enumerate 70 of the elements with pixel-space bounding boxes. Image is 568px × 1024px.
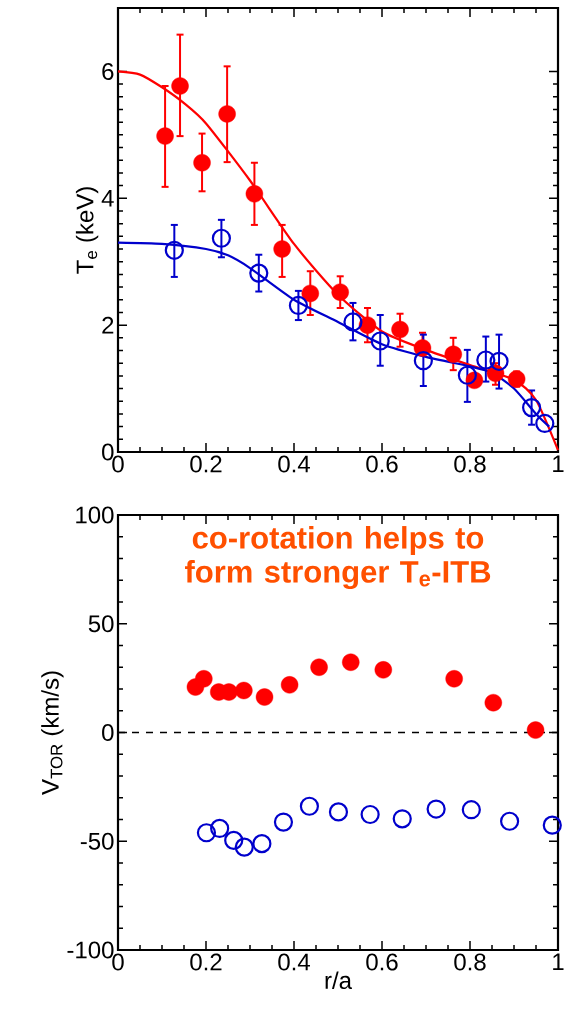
point — [522, 397, 542, 418]
point — [535, 413, 555, 434]
point — [360, 804, 380, 825]
point — [391, 320, 409, 339]
x-tick-label: 0.4 — [278, 455, 310, 473]
point — [196, 823, 217, 843]
point — [370, 331, 390, 351]
point — [218, 105, 236, 123]
point — [343, 312, 363, 332]
point — [342, 653, 360, 671]
point — [374, 661, 393, 679]
point — [489, 351, 509, 371]
point — [500, 811, 520, 831]
x-tick-label: 0.6 — [366, 953, 398, 971]
point — [273, 812, 294, 832]
y-tick-label: 0 — [102, 443, 114, 461]
y-tick-label: 2 — [102, 316, 114, 334]
point — [457, 365, 477, 385]
point — [444, 345, 462, 364]
y-tick-label: 6 — [102, 62, 114, 80]
point — [211, 228, 231, 248]
point — [542, 815, 562, 835]
point — [273, 240, 291, 258]
point — [328, 802, 349, 822]
annotation: co-rotation helps to form stronger T$_{e}$-ITB — [185, 526, 491, 590]
x-axis-title: r/a — [325, 971, 353, 990]
y-axis-title: T$_{e}$ (keV) — [75, 187, 99, 274]
point — [445, 670, 463, 688]
y-tick-label: -50 — [80, 832, 114, 850]
point — [301, 284, 319, 303]
point — [299, 796, 319, 816]
y-tick-label: 0 — [102, 724, 114, 741]
point — [235, 681, 253, 700]
x-tick-label: 1 — [553, 455, 564, 473]
x-tick-label: 1 — [553, 953, 564, 971]
point — [310, 658, 328, 676]
x-tick-label: 0.6 — [366, 455, 398, 473]
point — [461, 800, 481, 820]
point — [156, 127, 174, 145]
point — [245, 185, 264, 203]
point — [249, 263, 269, 283]
point — [413, 351, 433, 371]
point — [210, 818, 230, 839]
point — [164, 240, 184, 260]
point — [195, 670, 213, 688]
point — [255, 688, 274, 706]
point — [288, 295, 308, 316]
point — [193, 154, 211, 172]
point — [171, 77, 189, 95]
point — [224, 830, 244, 850]
point — [392, 809, 412, 829]
point — [358, 316, 377, 334]
y-tick-label: -100 — [67, 941, 114, 959]
point — [331, 283, 349, 301]
point — [280, 676, 299, 694]
point — [476, 350, 496, 370]
y-axis-title: V$_{TOR}$ (km/s) — [41, 671, 64, 795]
point — [252, 834, 272, 854]
x-tick-label: 0.2 — [190, 953, 222, 971]
y-tick-label: 100 — [76, 506, 114, 524]
x-tick-label: 0.4 — [278, 953, 310, 971]
point — [526, 721, 545, 739]
x-tick-label: 0.8 — [454, 953, 486, 971]
y-tick-label: 50 — [88, 615, 114, 633]
x-tick-label: 0.2 — [190, 455, 222, 473]
y-tick-label: 4 — [101, 190, 114, 207]
point — [234, 837, 254, 857]
point — [426, 799, 446, 819]
x-tick-label: 0.8 — [454, 455, 486, 473]
point — [484, 694, 503, 712]
